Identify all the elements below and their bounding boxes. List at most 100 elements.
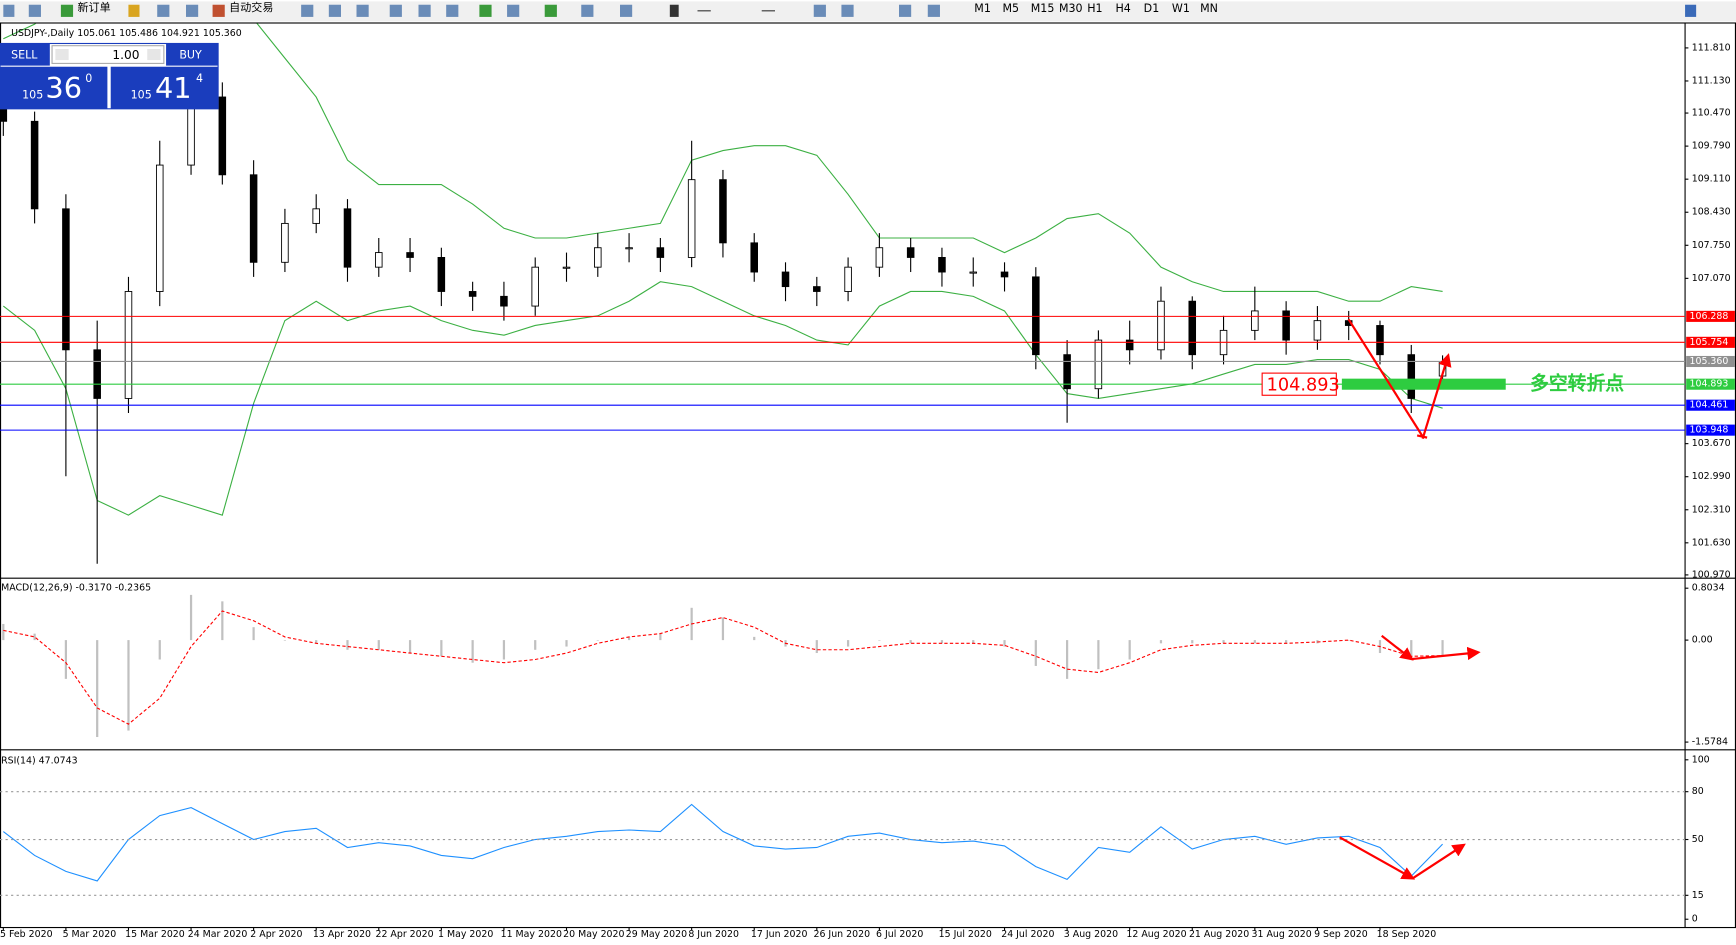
y-tick-label: 111.130 [1692, 75, 1731, 86]
y-tick-label: 101.630 [1692, 537, 1731, 548]
timeframe-button[interactable]: M15 [1031, 2, 1055, 15]
level-label-box [1686, 310, 1735, 322]
candle-body [1407, 354, 1416, 399]
macd-bar [753, 636, 756, 641]
macd-bar [1253, 640, 1256, 644]
candle-body [906, 247, 915, 258]
x-tick-label: 18 Sep 2020 [1377, 929, 1437, 940]
bid-big: 105 [22, 89, 43, 102]
candle-body [1251, 310, 1259, 331]
annotation-arrow [1416, 434, 1428, 439]
y-tick-label: -1.5784 [1692, 737, 1728, 748]
macd-bar [1159, 640, 1163, 644]
macd-bar [315, 640, 318, 644]
buy-price[interactable] [110, 66, 219, 109]
x-tick-label: 29 May 2020 [626, 929, 687, 940]
macd-bar [283, 640, 287, 641]
macd-bar [440, 640, 443, 657]
macd-bar [377, 640, 380, 650]
annotation-arrow [1421, 353, 1452, 440]
candle-body [969, 271, 978, 274]
timeframe-button[interactable]: M30 [1059, 2, 1083, 15]
macd-bar [189, 594, 193, 641]
new-order-button[interactable]: 新订单 [78, 0, 111, 14]
auto-trading-button[interactable]: 自动交易 [229, 0, 273, 14]
y-tick-label: 0.8034 [1692, 583, 1725, 594]
y-tick-label: 102.990 [1692, 471, 1731, 482]
macd-bar [846, 640, 850, 647]
candle-body [844, 266, 852, 292]
x-tick-label: 6 Jul 2020 [876, 929, 923, 940]
indicator-line [3, 610, 1443, 725]
x-tick-label: 13 Apr 2020 [313, 929, 371, 940]
level-label: 105.754 [1690, 337, 1729, 348]
candle-body [750, 242, 758, 273]
macd-bar [502, 640, 506, 660]
x-tick-label: 21 Aug 2020 [1189, 929, 1249, 940]
candle-body [1094, 339, 1103, 390]
timeframe-button[interactable]: M5 [1003, 2, 1020, 15]
x-tick-label: 22 Apr 2020 [375, 929, 433, 940]
level-callout: 104.893 [1267, 375, 1340, 395]
timeframe-button[interactable]: M1 [974, 2, 991, 15]
x-tick-label: 12 Aug 2020 [1126, 929, 1186, 940]
lot-input[interactable] [51, 45, 165, 64]
macd-bar [534, 640, 537, 650]
buy-label: BUY [179, 49, 202, 62]
y-tick-label: 109.790 [1692, 141, 1731, 152]
candle-body [719, 179, 727, 244]
candle-body [1188, 300, 1197, 356]
y-tick-label: 110.470 [1692, 108, 1731, 119]
y-tick-label: 103.670 [1692, 438, 1731, 449]
candle-body [938, 257, 946, 273]
timeframe-button[interactable]: H4 [1115, 2, 1130, 15]
macd-bar [1285, 640, 1288, 644]
macd-bar [972, 640, 975, 644]
annotation-arrow [1412, 843, 1466, 880]
candle-body [437, 257, 446, 292]
y-tick-label: 0.00 [1692, 635, 1713, 646]
y-tick-label: 100 [1692, 754, 1710, 765]
macd-bar [940, 640, 944, 644]
y-tick-label: 102.310 [1692, 504, 1731, 515]
x-tick-label: 11 May 2020 [501, 929, 562, 940]
sell-price[interactable] [0, 66, 108, 109]
pane-title: RSI(14) 47.0743 [1, 755, 77, 766]
x-tick-label: 8 Jun 2020 [688, 929, 739, 940]
macd-bar [1128, 640, 1131, 660]
timeframe-button[interactable]: D1 [1144, 2, 1160, 15]
buy-button[interactable] [166, 43, 219, 66]
macd-bar [878, 640, 881, 641]
macd-bar [1441, 640, 1444, 656]
macd-bar [158, 640, 161, 660]
indicator-line [3, 23, 1443, 302]
candle-body [1032, 276, 1040, 356]
candle-body [625, 247, 633, 250]
ask-sup: 4 [196, 72, 203, 85]
candle-body [1313, 320, 1322, 341]
macd-bar [408, 640, 412, 654]
level-label-box [1686, 355, 1735, 368]
macd-bar [1003, 640, 1006, 647]
sell-button[interactable] [0, 43, 50, 66]
x-tick-label: 9 Sep 2020 [1314, 929, 1368, 940]
ask-big: 105 [131, 89, 152, 102]
level-label: 106.288 [1690, 311, 1729, 322]
y-tick-label: 107.750 [1692, 240, 1731, 251]
candle-body [875, 247, 884, 268]
one-click-trading-panel: SELL BUY 1.00 105 36 0 105 41 4 [0, 42, 219, 110]
candle-body [1157, 300, 1165, 351]
candle-body [343, 208, 352, 268]
candle-body [594, 247, 602, 268]
timeframe-button[interactable]: MN [1200, 2, 1218, 15]
candle-body [281, 222, 289, 263]
timeframe-button[interactable]: W1 [1172, 2, 1190, 15]
candle-body [1376, 325, 1384, 356]
candle-body [218, 96, 227, 176]
timeframe-button[interactable]: H1 [1087, 2, 1102, 15]
candle-body [781, 271, 790, 288]
level-label: 105.360 [1690, 356, 1729, 367]
candle-body [500, 295, 508, 307]
sell-label: SELL [11, 49, 38, 62]
x-tick-label: 24 Mar 2020 [188, 929, 248, 940]
